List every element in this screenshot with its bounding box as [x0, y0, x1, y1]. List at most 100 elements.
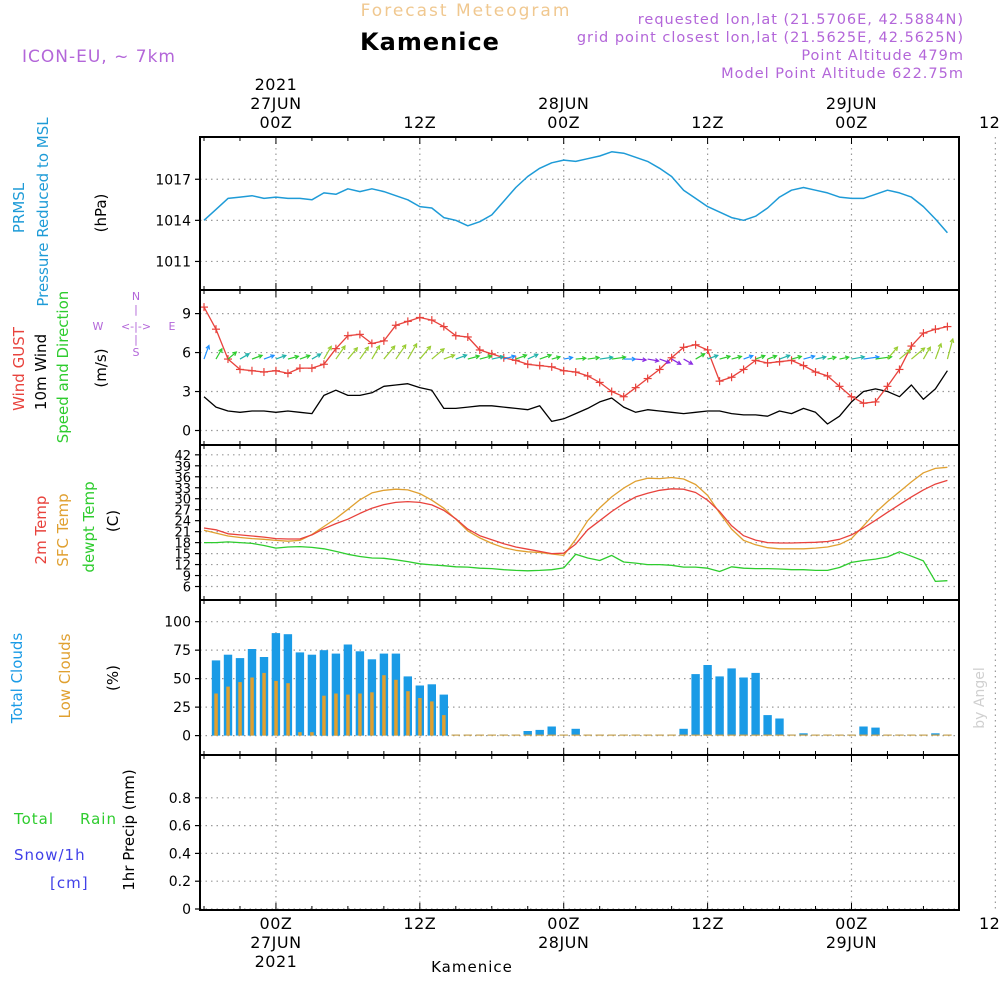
wind-direction-arrow — [503, 354, 517, 360]
wind-direction-arrow — [263, 354, 276, 360]
arrow-shaft — [455, 354, 467, 360]
total-cloud-bar — [535, 729, 544, 736]
wind-direction-arrow — [815, 355, 828, 360]
wind-direction-arrow — [251, 354, 264, 360]
low-cloud-bar — [358, 693, 362, 736]
y-tick-label: 0 — [182, 729, 191, 745]
low-cloud-bar — [775, 734, 784, 736]
low-cloud-bar — [298, 732, 302, 736]
arrow-head — [797, 354, 803, 360]
gust-point — [943, 322, 952, 331]
gust-point — [439, 322, 448, 331]
wind-direction-arrow — [707, 354, 719, 360]
arrow-shaft — [527, 353, 539, 360]
panel-frames — [199, 136, 960, 911]
arrow-head — [522, 353, 528, 359]
wind-direction-arrow — [347, 346, 359, 360]
gust-point — [547, 362, 556, 371]
arrow-head — [581, 356, 588, 361]
wind-direction-arrow — [671, 358, 682, 365]
gust-point — [487, 349, 496, 358]
total-cloud-bar — [775, 718, 784, 736]
y-tick-label: 9 — [182, 307, 191, 323]
low-cloud-bar — [214, 693, 218, 736]
wind-direction-arrow — [203, 344, 211, 360]
arrow-shaft — [479, 355, 492, 360]
low-cloud-bar — [511, 734, 520, 736]
gust-point — [667, 353, 676, 362]
requested-coords: requested lon,lat (21.5706E, 42.5884N) — [638, 12, 964, 28]
gust-point — [679, 343, 688, 352]
low-cloud-bar — [751, 734, 760, 736]
top-time-label: 27JUN — [250, 94, 301, 113]
arrow-shaft — [695, 353, 705, 360]
gust-point — [703, 345, 712, 354]
arrow-shaft — [563, 356, 573, 360]
arrow-shaft — [934, 343, 942, 360]
arrow-shaft — [647, 358, 659, 362]
wind-direction-arrow — [371, 344, 381, 360]
top-time-label: 28JUN — [538, 94, 589, 113]
bottom-time-label: 12Z — [403, 914, 436, 933]
arrow-head — [232, 351, 238, 357]
low-cloud-bar — [799, 734, 808, 736]
arrow-shaft — [515, 354, 527, 360]
arrow-head — [244, 353, 251, 358]
low-cloud-bar — [322, 695, 326, 736]
wind-direction-arrow — [695, 353, 706, 360]
gust-point — [883, 382, 892, 391]
wind-direction-arrow — [934, 342, 943, 360]
precip-unit-label: 1hr Precip (mm) — [120, 769, 138, 890]
total-cloud-bar — [355, 651, 365, 736]
gust-point — [823, 371, 832, 380]
arrow-head — [568, 355, 574, 361]
wind-direction-arrow — [899, 349, 912, 360]
time-axis-labels: 202127JUN00Z12Z28JUN00Z12Z29JUN00Z12Z00Z… — [250, 75, 1000, 971]
gust-point — [643, 374, 652, 383]
gust-point — [415, 313, 424, 322]
low-cloud-bar — [943, 734, 952, 736]
low-cloud-bar — [895, 734, 904, 736]
low-cloud-bar — [262, 672, 266, 736]
arrow-head — [860, 354, 866, 360]
wind-direction-arrow — [719, 354, 732, 360]
arrow-shaft — [803, 355, 815, 360]
y-tick-label: 24 — [174, 515, 191, 530]
total-cloud-bar — [307, 654, 317, 736]
arrow-shaft — [611, 356, 626, 360]
low-cloud-bar — [679, 734, 688, 736]
wind-direction-arrow — [215, 347, 223, 360]
gust-point — [235, 365, 244, 374]
gust-point — [283, 369, 292, 378]
arrow-shaft — [395, 344, 407, 360]
total-cloud-bar — [727, 668, 736, 736]
arrow-shaft — [827, 356, 837, 360]
gust-point — [319, 360, 328, 369]
gust-label: Wind GUST — [10, 326, 28, 411]
gust-point — [403, 317, 412, 326]
wind-direction-arrow — [539, 353, 553, 360]
y-tick-label: 42 — [174, 449, 191, 464]
arrow-shaft — [347, 347, 358, 360]
arrow-head — [621, 355, 627, 360]
arrow-head — [294, 354, 300, 360]
low-cloud-bar — [631, 734, 640, 736]
pressure-series-line — [203, 151, 948, 234]
low-cloud-bar — [571, 734, 580, 736]
wind-direction-arrow — [551, 355, 562, 361]
arrow-shaft — [419, 345, 431, 360]
y-tick-label: 0.2 — [169, 874, 191, 890]
arrow-shaft — [431, 348, 445, 360]
arrow-shaft — [335, 345, 346, 360]
total-cloud-bar — [571, 728, 580, 736]
low-cloud-bar — [370, 692, 374, 736]
gust-point — [655, 365, 664, 374]
low-cloud-bar — [619, 734, 628, 736]
gust-point — [463, 332, 472, 341]
arrow-head — [487, 354, 493, 360]
total-cloud-bar — [931, 733, 940, 736]
wind-direction-arrow — [827, 355, 838, 361]
arrow-head — [462, 353, 468, 359]
low-cloud-bar — [475, 734, 484, 736]
